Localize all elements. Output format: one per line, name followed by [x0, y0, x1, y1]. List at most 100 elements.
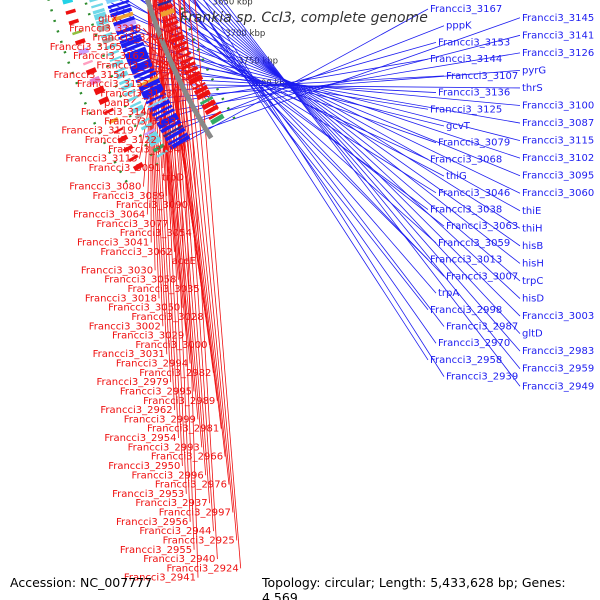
- gene-content-bar: [91, 2, 104, 9]
- right-gene-label: Francci3_2958: [430, 355, 502, 366]
- left-gene-label: gltX: [98, 14, 118, 25]
- right-gene-label: Francci3_3141: [522, 30, 594, 41]
- outer-reverse-arrow: [74, 38, 86, 46]
- left-gene-label: Francci3_3002: [89, 321, 161, 332]
- forward-gene-arrow: [156, 112, 177, 126]
- gene-content-bar: [129, 100, 142, 109]
- right-label-leader: [167, 17, 521, 143]
- backbone-ring: [145, 0, 214, 140]
- left-label-leader: [161, 0, 210, 345]
- left-label-leader: [161, 0, 199, 420]
- reverse-gene-arrow: [158, 3, 174, 12]
- gene-content-bar: [89, 0, 99, 3]
- right-gene-label: thiG: [446, 171, 467, 182]
- left-label-leader: [168, 0, 207, 476]
- reverse-gene-arrow: [181, 61, 196, 70]
- right-label-leader: [189, 0, 521, 282]
- right-gene-label: thiH: [522, 223, 543, 234]
- forward-gene-arrow: [124, 46, 147, 58]
- gene-content-bar: [118, 77, 131, 86]
- left-gene-label: Francci3_2997: [159, 508, 231, 519]
- right-gene-label: Francci3_3007: [446, 271, 518, 282]
- gene-content-bar: [148, 136, 162, 148]
- gene-content-bar: [115, 70, 129, 80]
- reverse-gene-arrow: [208, 110, 222, 121]
- outer-reverse-arrow: [108, 116, 119, 125]
- right-gene-label: hisB: [522, 241, 543, 252]
- left-gene-label: Francci3_2989: [143, 396, 215, 407]
- right-label-leader: [161, 0, 437, 244]
- gene-content-bar: [93, 11, 107, 21]
- right-label-leader: [203, 0, 445, 377]
- gene-content-bar: [140, 122, 153, 131]
- left-gene-label: Francci3_3162: [73, 51, 145, 62]
- left-gene-label: Francci3_2994: [116, 359, 188, 370]
- right-gene-label: Francci3_3038: [430, 205, 502, 216]
- right-gene-label: Francci3_3115: [522, 136, 594, 147]
- right-gene-label: Francci3_2959: [522, 364, 594, 375]
- right-gene-label: Francci3_3126: [522, 48, 594, 59]
- right-gene-label: pppK: [446, 21, 472, 32]
- gene-content-bar: [111, 59, 124, 68]
- reverse-gene-arrow: [201, 99, 217, 111]
- right-label-leader: [180, 0, 437, 294]
- left-gene-label: Francci3_3018: [85, 293, 157, 304]
- right-gene-label: Francci3_3144: [430, 54, 502, 65]
- left-gene-label: Francci3_2962: [100, 405, 172, 416]
- outer-reverse-arrow: [103, 107, 114, 115]
- reverse-gene-arrow: [162, 15, 177, 23]
- reverse-gene-arrow: [168, 31, 183, 39]
- left-gene-label: Francci3_3058: [104, 275, 176, 286]
- forward-gene-arrow: [119, 33, 142, 45]
- reverse-gene-arrow: [210, 113, 225, 125]
- left-gene-label: Francci3_2999: [124, 414, 196, 425]
- right-gene-label: Francci3_3095: [522, 171, 594, 182]
- left-gene-label: Francci3_2956: [116, 517, 188, 528]
- left-gene-label: Francci3_3165: [50, 42, 122, 53]
- right-gene-label: Francci3_2970: [438, 338, 510, 349]
- outer-reverse-arrow: [128, 154, 139, 163]
- gene-content-bar: [145, 130, 159, 142]
- left-gene-label: Francci3_3104: [108, 144, 180, 155]
- reverse-gene-arrow: [177, 51, 192, 60]
- forward-gene-arrow: [151, 104, 173, 117]
- forward-gene-arrow: [153, 108, 175, 122]
- right-gene-label: hisH: [522, 258, 544, 269]
- forward-gene-arrow: [142, 85, 165, 101]
- left-label-leader: [168, 0, 191, 522]
- left-gene-label: Francci3_2976: [155, 480, 227, 491]
- right-gene-label: Francci3_3059: [438, 238, 510, 249]
- gene-content-bar: [95, 18, 109, 27]
- reverse-gene-arrow: [199, 95, 214, 106]
- right-label-leader: [108, 7, 521, 177]
- left-gene-label: Francci3_2993: [128, 442, 200, 453]
- gene-content-bar: [156, 149, 168, 158]
- left-gene-label: Francci3_3140: [81, 107, 153, 118]
- forward-gene-arrow: [145, 92, 167, 105]
- right-label-leader: [208, 0, 521, 334]
- left-gene-label: Francci3_3064: [73, 210, 145, 221]
- right-gene-label: Francci3_2998: [430, 305, 502, 316]
- right-gene-label: Francci3_2983: [522, 346, 594, 357]
- forward-gene-arrow: [105, 0, 121, 5]
- left-gene-label: Francci3_3080: [69, 182, 141, 193]
- right-label-leader: [177, 0, 445, 277]
- outer-reverse-arrow: [117, 134, 129, 144]
- left-gene-label: Francci3_3152: [77, 79, 149, 90]
- left-gene-label: Francci3_3035: [128, 284, 200, 295]
- forward-gene-arrow: [118, 30, 140, 40]
- right-label-leader: [154, 0, 445, 227]
- right-gene-label: Francci3_3136: [438, 88, 510, 99]
- right-label-leader: [196, 0, 521, 299]
- outer-reverse-arrow: [132, 161, 144, 172]
- reverse-gene-arrow: [170, 34, 185, 44]
- right-label-leader: [213, 0, 521, 352]
- reverse-gene-arrow: [164, 20, 179, 28]
- forward-gene-arrow: [108, 3, 131, 14]
- forward-gene-arrow: [125, 48, 148, 62]
- left-gene-label: Francci3_3091: [89, 163, 161, 174]
- left-gene-label: Francci3_3113: [65, 154, 137, 165]
- reverse-gene-arrow: [192, 82, 206, 91]
